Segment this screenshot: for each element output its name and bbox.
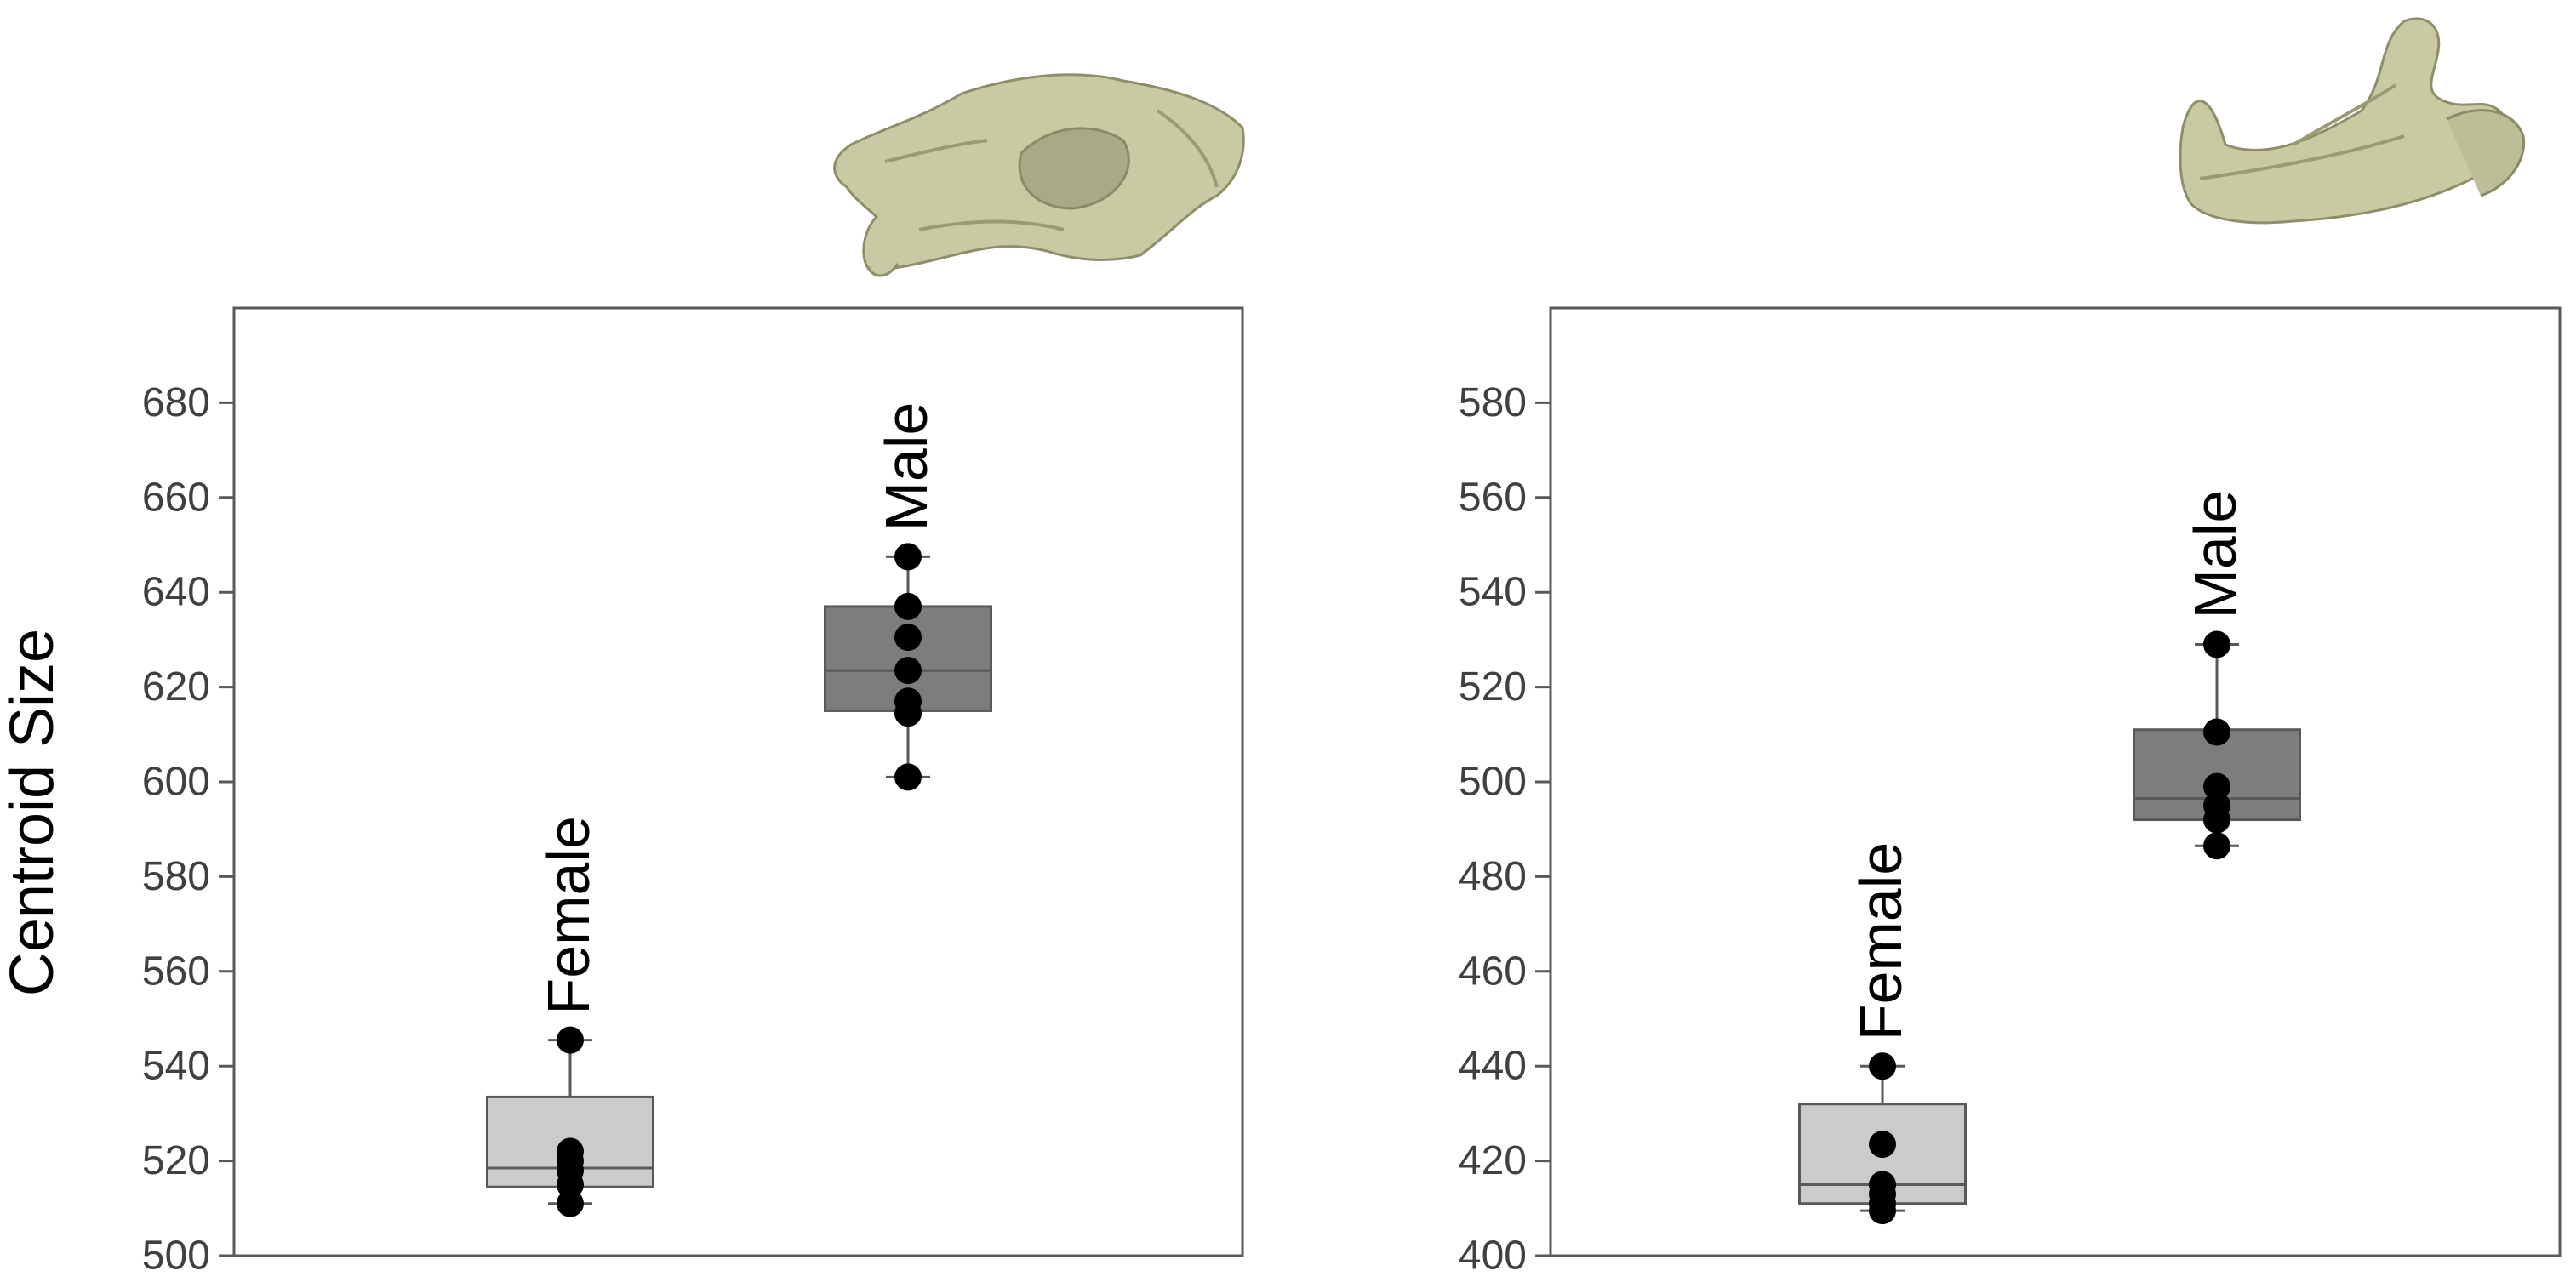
y-tick-label: 460 <box>1459 949 1527 994</box>
data-point <box>1869 1171 1896 1199</box>
y-tick-label: 500 <box>142 1234 210 1279</box>
y-axis-label: Centroid Size <box>0 629 66 996</box>
data-point <box>894 624 922 652</box>
chart-panel-2: 400 420 440 460 480 500 520 540 560 580 Female Male <box>1459 306 2562 1279</box>
data-point <box>2203 718 2230 746</box>
chart-panel-1: 500 520 540 560 580 600 620 640 660 680 Female Male <box>142 306 1244 1279</box>
data-point <box>557 1137 584 1165</box>
y-tick-label: 580 <box>142 854 210 899</box>
skull-icon <box>833 73 1245 277</box>
y-tick-label: 480 <box>1459 854 1527 899</box>
mandible-icon <box>2179 17 2526 225</box>
data-point <box>894 687 922 715</box>
data-point <box>2203 791 2230 819</box>
y-tick-label: 640 <box>142 570 210 615</box>
box-group-male: Male <box>2133 490 2301 860</box>
y-tick-label: 600 <box>142 760 210 805</box>
data-point <box>2203 772 2230 801</box>
y-tick-label: 520 <box>1459 664 1527 710</box>
plot-frame <box>1549 306 2562 1257</box>
y-tick-label: 680 <box>142 380 210 425</box>
box-group-female: Female <box>1798 842 1967 1225</box>
data-point <box>2203 630 2230 658</box>
group-label-male: Male <box>2182 490 2248 619</box>
y-tick-label: 540 <box>1459 570 1527 615</box>
y-tick-label: 420 <box>1459 1138 1527 1183</box>
y-tick-label: 660 <box>142 475 210 520</box>
y-tick-label: 560 <box>1459 475 1527 520</box>
y-tick-label: 620 <box>142 664 210 710</box>
data-point <box>894 763 922 791</box>
y-tick-label: 500 <box>1459 760 1527 805</box>
y-tick-label: 560 <box>142 949 210 994</box>
y-tick-label: 540 <box>142 1044 210 1089</box>
y-tick-label: 440 <box>1459 1044 1527 1089</box>
y-tick-label: 580 <box>1459 380 1527 425</box>
data-point <box>894 543 922 571</box>
group-label-female: Female <box>1848 842 1914 1040</box>
y-tick-label: 520 <box>142 1138 210 1183</box>
data-point <box>557 1189 584 1217</box>
group-label-female: Female <box>535 816 602 1014</box>
y-tick-label: 400 <box>1459 1234 1527 1279</box>
group-label-male: Male <box>873 402 940 532</box>
data-point <box>557 1026 584 1054</box>
box-group-male: Male <box>824 402 992 791</box>
data-point <box>1869 1131 1896 1159</box>
data-point <box>2203 832 2230 860</box>
box-group-female: Female <box>486 816 654 1217</box>
plot-frame <box>232 306 1244 1257</box>
data-point <box>894 657 922 685</box>
data-point <box>894 592 922 620</box>
data-point <box>1869 1052 1896 1080</box>
